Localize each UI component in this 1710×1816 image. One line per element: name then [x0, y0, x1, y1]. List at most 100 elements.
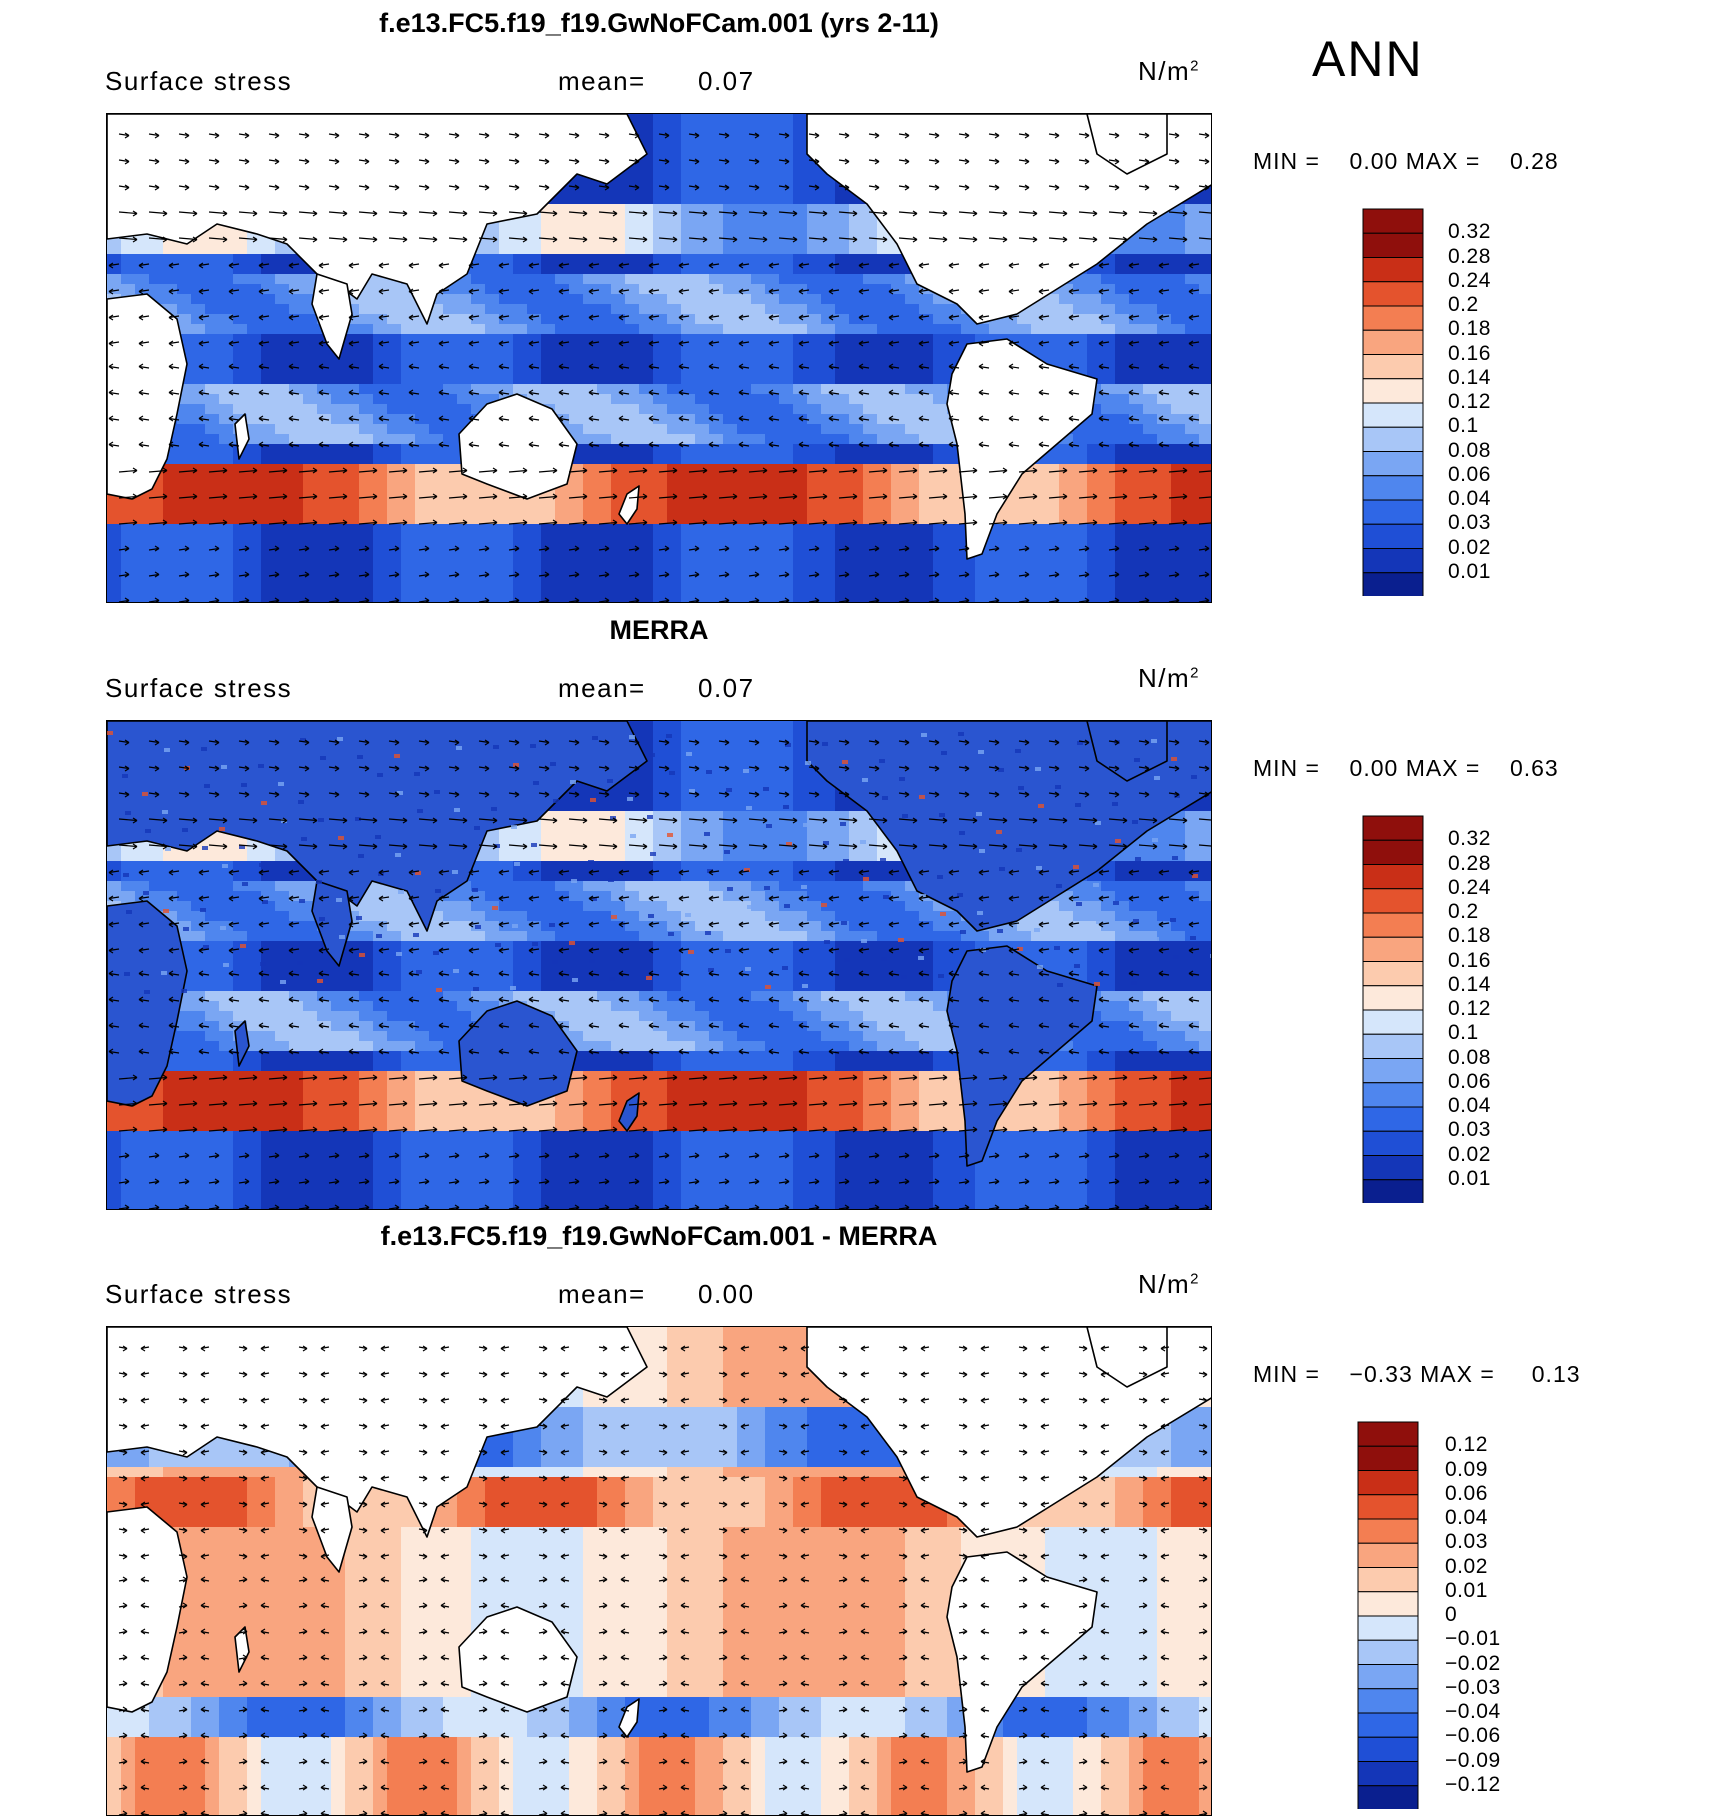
field-cell — [653, 294, 668, 305]
field-cell — [457, 344, 472, 355]
field-cell — [863, 314, 878, 325]
field-cell — [737, 494, 752, 505]
field-cell — [723, 434, 738, 445]
field-cell — [625, 324, 640, 335]
field-cell — [1115, 484, 1130, 495]
field-cell — [639, 244, 654, 255]
field-cell — [1073, 494, 1088, 505]
field-cell — [751, 174, 766, 185]
field-cell — [891, 514, 906, 525]
field-cell — [1073, 294, 1088, 305]
field-cell — [1157, 314, 1172, 325]
field-cell — [639, 354, 654, 365]
field-cell — [1185, 534, 1200, 545]
field-cell — [219, 354, 234, 365]
field-cell — [555, 534, 570, 545]
field-cell — [793, 584, 808, 595]
field-cell — [163, 524, 178, 535]
field-cell — [317, 364, 332, 375]
field-cell — [751, 444, 766, 455]
field-cell — [373, 304, 388, 315]
field-cell — [219, 544, 234, 555]
field-cell — [471, 364, 486, 375]
field-cell — [205, 384, 220, 395]
field-cell — [905, 334, 920, 345]
field-cell — [289, 524, 304, 535]
field-cell — [317, 474, 332, 485]
field-cell — [779, 484, 794, 495]
field-cell — [737, 504, 752, 515]
field-cell — [233, 344, 248, 355]
field-cell — [583, 214, 598, 225]
field-cell — [555, 594, 570, 603]
field-cell — [765, 534, 780, 545]
field-cell — [611, 374, 626, 385]
field-cell — [1087, 294, 1102, 305]
field-cell — [345, 534, 360, 545]
field-cell — [191, 294, 206, 305]
field-cell — [933, 304, 948, 315]
field-cell — [639, 124, 654, 135]
field-cell — [1171, 474, 1186, 485]
field-cell — [1115, 424, 1130, 435]
field-cell — [471, 274, 486, 285]
field-cell — [667, 134, 682, 145]
field-cell — [247, 354, 262, 365]
field-cell — [191, 594, 206, 603]
field-cell — [471, 284, 486, 295]
field-cell — [723, 174, 738, 185]
field-cell — [1031, 304, 1046, 315]
field-cell — [191, 404, 206, 415]
field-cell — [205, 534, 220, 545]
field-cell — [597, 484, 612, 495]
field-cell — [583, 184, 598, 195]
field-cell — [121, 284, 136, 295]
field-cell — [1115, 294, 1130, 305]
field-cell — [835, 394, 850, 405]
field-cell — [695, 554, 710, 565]
field-cell — [709, 154, 724, 165]
field-cell — [527, 374, 542, 385]
field-cell — [723, 134, 738, 145]
field-cell — [737, 394, 752, 405]
field-cell — [877, 424, 892, 435]
field-cell — [779, 114, 794, 125]
field-cell — [779, 284, 794, 295]
field-cell — [919, 484, 934, 495]
field-cell — [877, 454, 892, 465]
field-cell — [205, 354, 220, 365]
field-cell — [667, 304, 682, 315]
field-cell — [303, 344, 318, 355]
field-cell — [513, 274, 528, 285]
field-cell — [597, 504, 612, 515]
field-cell — [625, 464, 640, 475]
field-cell — [639, 574, 654, 585]
field-cell — [1045, 354, 1060, 365]
field-cell — [891, 264, 906, 275]
field-cell — [1059, 474, 1074, 485]
field-cell — [765, 174, 780, 185]
field-cell — [331, 554, 346, 565]
field-cell — [695, 214, 710, 225]
field-cell — [1171, 344, 1186, 355]
field-cell — [359, 464, 374, 475]
field-cell — [681, 154, 696, 165]
field-cell — [1059, 584, 1074, 595]
field-cell — [1017, 584, 1032, 595]
field-cell — [751, 394, 766, 405]
field-cell — [835, 434, 850, 445]
field-cell — [261, 244, 276, 255]
field-cell — [1073, 524, 1088, 535]
field-cell — [415, 484, 430, 495]
field-cell — [513, 354, 528, 365]
field-cell — [359, 424, 374, 435]
field-cell — [121, 534, 136, 545]
field-cell — [471, 514, 486, 525]
field-cell — [401, 354, 416, 365]
field-cell — [499, 244, 514, 255]
field-cell — [611, 194, 626, 205]
field-cell — [107, 514, 122, 525]
field-cell — [1129, 484, 1144, 495]
field-cell — [681, 274, 696, 285]
field-cell — [653, 464, 668, 475]
